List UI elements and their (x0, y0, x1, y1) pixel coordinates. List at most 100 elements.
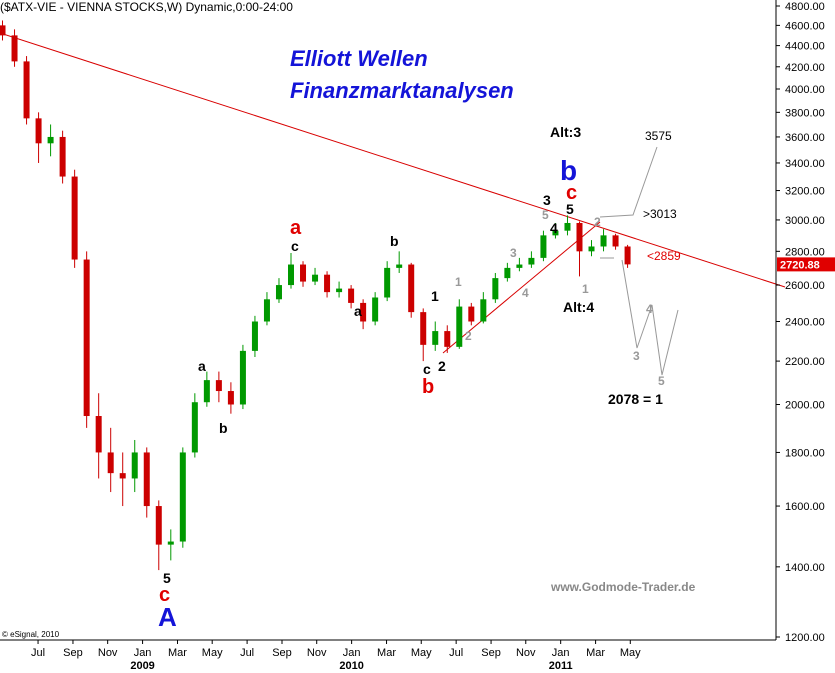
candle-body (324, 274, 331, 293)
wave-label: 5 (658, 374, 665, 388)
candle-body (131, 452, 138, 479)
y-tick-label: 2600.00 (785, 280, 825, 292)
wave-label: c (423, 361, 431, 377)
x-tick-label: May (411, 647, 432, 659)
x-tick-label: May (620, 647, 641, 659)
chart-header: ($ATX-VIE - VIENNA STOCKS,W) Dynamic,0:0… (0, 0, 293, 14)
candle-body (71, 176, 78, 260)
candle-body (348, 288, 355, 303)
wave-label: 4 (522, 286, 529, 300)
wave-label: A (158, 602, 177, 632)
wave-label: 5 (163, 570, 171, 586)
title-line-2: Finanzmarktanalysen (290, 78, 514, 103)
y-tick-label: 2800.00 (785, 246, 825, 258)
target-label: >3013 (643, 207, 677, 221)
candle-body (384, 267, 391, 298)
y-tick-label: 3800.00 (785, 107, 825, 119)
wave-label: 4 (646, 302, 653, 316)
x-tick-label: Jan (552, 647, 570, 659)
candle-body (528, 257, 535, 265)
watermark: www.Godmode-Trader.de (550, 580, 696, 594)
candle-body (143, 452, 150, 507)
x-tick-label: Sep (272, 647, 292, 659)
candle-body (179, 452, 186, 542)
wave-label: 3 (510, 246, 517, 260)
x-tick-label: May (202, 647, 223, 659)
copyright: © eSignal, 2010 (2, 630, 60, 639)
title-line-1: Elliott Wellen (290, 46, 428, 71)
wave-label: a (354, 303, 362, 319)
candle-body (408, 264, 415, 313)
y-tick-label: 1800.00 (785, 447, 825, 459)
wave-label: c (566, 182, 577, 204)
candle-body (300, 264, 307, 282)
resistance-trendline (0, 32, 786, 288)
wave-label: b (560, 155, 577, 186)
projection-path-down (621, 259, 679, 376)
wave-label: c (159, 584, 170, 606)
wave-label: b (422, 376, 434, 398)
wave-label: 1 (455, 275, 462, 289)
last-price-box (777, 257, 835, 272)
candle-body (47, 136, 54, 144)
x-tick-label: Jan (134, 647, 152, 659)
y-tick-label: 2400.00 (785, 317, 825, 329)
candle-body (480, 299, 487, 322)
candle-body (312, 274, 319, 282)
y-tick-label: 3000.00 (785, 215, 825, 227)
candle-body (552, 230, 559, 236)
candle-body (336, 288, 343, 293)
x-tick-label: Mar (377, 647, 396, 659)
candle-body (624, 246, 631, 265)
y-tick-label: 3600.00 (785, 132, 825, 144)
candle-body (203, 380, 210, 403)
candle-body (504, 267, 511, 279)
wave-label: 2 (438, 358, 446, 374)
x-tick-label: Nov (307, 647, 327, 659)
candle-body (251, 321, 258, 351)
candle-body (227, 391, 234, 405)
y-tick-label: 2000.00 (785, 399, 825, 411)
year-label: 2009 (130, 660, 154, 672)
candle-body (564, 222, 571, 231)
candle-body (444, 331, 451, 347)
year-label: 2011 (549, 660, 573, 672)
candle-body (588, 246, 595, 252)
support-trendline (442, 221, 601, 354)
wave-label: b (390, 233, 399, 249)
candle-body (372, 297, 379, 322)
candle-body (576, 222, 583, 252)
wave-label: Alt:4 (563, 299, 594, 315)
candle-body (11, 35, 18, 62)
wave-label: 4 (550, 220, 558, 236)
candle-body (0, 25, 6, 36)
target-label: 2078 = 1 (608, 391, 663, 407)
candle-body (288, 264, 294, 286)
x-tick-label: Mar (168, 647, 187, 659)
x-tick-label: Jul (240, 647, 254, 659)
candle-body (420, 312, 427, 345)
candle-body (215, 380, 222, 392)
candle-body (59, 136, 66, 177)
candle-body (516, 264, 523, 268)
x-tick-label: Jan (343, 647, 361, 659)
candle-body (239, 350, 246, 405)
target-label: 3575 (645, 129, 672, 143)
y-tick-label: 4200.00 (785, 62, 825, 74)
y-tick-label: 1200.00 (785, 632, 825, 644)
wave-label: Alt:3 (550, 124, 581, 140)
wave-label: c (291, 238, 299, 254)
last-price-label: 2720.88 (780, 259, 820, 271)
candle-body (600, 235, 607, 247)
x-tick-label: Sep (481, 647, 501, 659)
y-tick-label: 1400.00 (785, 562, 825, 574)
candle-body (119, 473, 126, 479)
y-tick-label: 4000.00 (785, 84, 825, 96)
y-tick-label: 1600.00 (785, 501, 825, 513)
y-tick-label: 3200.00 (785, 186, 825, 198)
candles (0, 20, 631, 571)
y-tick-label: 4800.00 (785, 1, 825, 13)
y-tick-label: 4400.00 (785, 41, 825, 53)
candle-body (83, 259, 90, 417)
candle-body (612, 235, 619, 247)
